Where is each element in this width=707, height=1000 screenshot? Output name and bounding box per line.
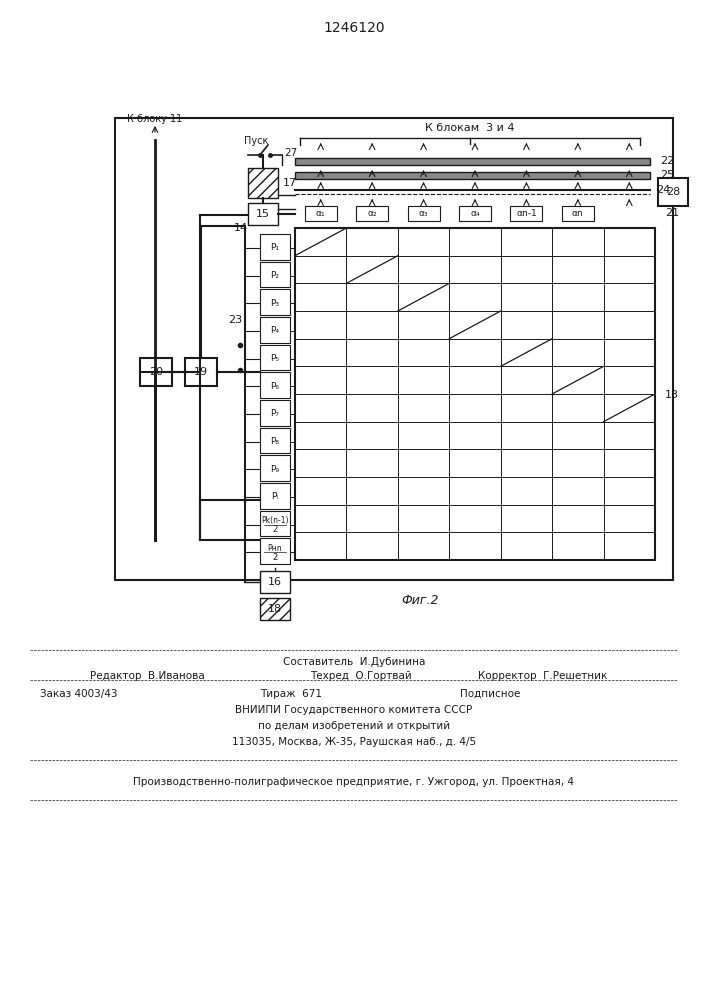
Bar bbox=[260, 483, 290, 509]
Text: Техред  О.Гортвай: Техред О.Гортвай bbox=[310, 671, 411, 681]
Bar bbox=[115, 118, 673, 580]
Text: Составитель  И.Дубинина: Составитель И.Дубинина bbox=[283, 657, 425, 667]
Text: P₃: P₃ bbox=[271, 299, 279, 308]
Text: P₄: P₄ bbox=[271, 326, 279, 335]
Bar bbox=[356, 206, 388, 221]
Text: P₇: P₇ bbox=[271, 409, 279, 418]
Text: P₂: P₂ bbox=[271, 271, 279, 280]
Text: ВНИИПИ Государственного комитета СССР: ВНИИПИ Государственного комитета СССР bbox=[235, 705, 472, 715]
Text: αn: αn bbox=[572, 209, 584, 218]
Bar bbox=[185, 358, 217, 386]
Text: Редактор  В.Иванова: Редактор В.Иванова bbox=[90, 671, 205, 681]
Text: 18: 18 bbox=[268, 604, 282, 614]
Bar bbox=[260, 428, 290, 453]
Text: К блокам  3 и 4: К блокам 3 и 4 bbox=[425, 123, 515, 133]
Text: 2: 2 bbox=[272, 525, 278, 534]
Text: P₆: P₆ bbox=[271, 382, 279, 391]
Text: Фиг.2: Фиг.2 bbox=[402, 593, 439, 606]
Text: 23: 23 bbox=[228, 315, 242, 325]
Bar bbox=[510, 206, 542, 221]
Text: 22: 22 bbox=[660, 156, 674, 166]
Bar bbox=[562, 206, 594, 221]
Text: P₅: P₅ bbox=[271, 354, 279, 363]
Text: 113035, Москва, Ж-35, Раушская наб., д. 4/5: 113035, Москва, Ж-35, Раушская наб., д. … bbox=[232, 737, 476, 747]
Bar bbox=[295, 172, 650, 179]
Bar bbox=[260, 372, 290, 398]
Bar bbox=[260, 455, 290, 481]
Text: α₄: α₄ bbox=[470, 209, 480, 218]
Bar bbox=[260, 317, 290, 343]
Text: Пуск: Пуск bbox=[244, 136, 268, 146]
Text: 19: 19 bbox=[194, 367, 208, 377]
Text: P₁: P₁ bbox=[271, 243, 279, 252]
Text: 13: 13 bbox=[665, 390, 679, 400]
Text: P₉: P₉ bbox=[271, 465, 279, 474]
Text: αn-1: αn-1 bbox=[516, 209, 537, 218]
Bar bbox=[260, 400, 290, 426]
Bar bbox=[140, 358, 172, 386]
Bar bbox=[248, 168, 278, 198]
Text: Pнn: Pнn bbox=[268, 544, 282, 553]
Bar bbox=[295, 158, 650, 165]
Bar bbox=[407, 206, 440, 221]
Bar bbox=[459, 206, 491, 221]
Bar bbox=[260, 345, 290, 370]
Text: P₈: P₈ bbox=[271, 437, 279, 446]
Text: Тираж  671: Тираж 671 bbox=[260, 689, 322, 699]
Text: 16: 16 bbox=[268, 577, 282, 587]
Text: Pₗ: Pₗ bbox=[271, 492, 279, 501]
Text: 28: 28 bbox=[666, 187, 680, 197]
Bar bbox=[260, 598, 290, 620]
Text: 24: 24 bbox=[656, 185, 670, 195]
Text: α₁: α₁ bbox=[316, 209, 325, 218]
Bar bbox=[260, 262, 290, 287]
Text: Корректор  Г.Решетник: Корректор Г.Решетник bbox=[478, 671, 607, 681]
Bar bbox=[260, 234, 290, 260]
Text: 1246120: 1246120 bbox=[323, 21, 385, 35]
Text: 21: 21 bbox=[665, 208, 679, 218]
Bar bbox=[658, 178, 688, 206]
Text: Pk(n-1): Pk(n-1) bbox=[262, 516, 288, 525]
Bar bbox=[260, 571, 290, 593]
Bar bbox=[260, 289, 290, 315]
Bar bbox=[295, 228, 655, 560]
Bar bbox=[260, 511, 290, 536]
Text: α₂: α₂ bbox=[368, 209, 377, 218]
Text: Подписное: Подписное bbox=[460, 689, 520, 699]
Bar bbox=[260, 538, 290, 564]
Text: по делам изобретений и открытий: по делам изобретений и открытий bbox=[258, 721, 450, 731]
Text: 2: 2 bbox=[272, 553, 278, 562]
Text: Заказ 4003/43: Заказ 4003/43 bbox=[40, 689, 117, 699]
Text: α₃: α₃ bbox=[419, 209, 428, 218]
Text: 20: 20 bbox=[149, 367, 163, 377]
Text: 17: 17 bbox=[283, 178, 297, 188]
Bar bbox=[248, 203, 278, 225]
Text: К блоку 11: К блоку 11 bbox=[127, 114, 182, 124]
Text: 25: 25 bbox=[660, 170, 674, 180]
Text: 15: 15 bbox=[256, 209, 270, 219]
Bar bbox=[305, 206, 337, 221]
Text: 14: 14 bbox=[234, 223, 248, 233]
Text: Производственно-полиграфическое предприятие, г. Ужгород, ул. Проектная, 4: Производственно-полиграфическое предприя… bbox=[134, 777, 575, 787]
Text: 27: 27 bbox=[284, 148, 297, 158]
